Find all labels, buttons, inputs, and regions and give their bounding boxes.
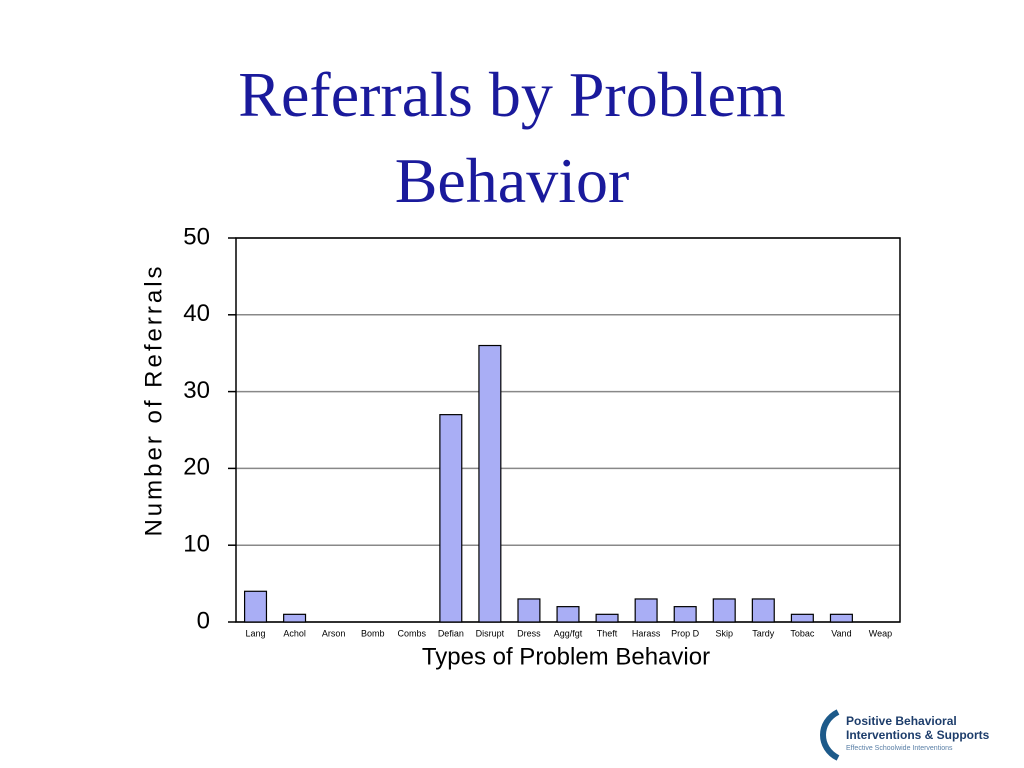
- bar: [517, 598, 541, 623]
- plot-frame: [235, 237, 901, 623]
- x-tick-label: Tobac: [790, 628, 815, 638]
- x-tick-label: Achol: [283, 628, 306, 638]
- x-tick-label: Disrupt: [476, 628, 505, 638]
- bar: [751, 598, 775, 623]
- y-tick-label: 30: [183, 377, 210, 404]
- x-tick-label: Theft: [597, 628, 618, 638]
- logo: Positive Behavioral Interventions & Supp…: [820, 709, 990, 761]
- x-tick-label: Bomb: [361, 628, 385, 638]
- x-tick-label: Vand: [831, 628, 851, 638]
- bar: [556, 606, 580, 623]
- x-tick-label: Skip: [715, 628, 733, 638]
- bar: [712, 598, 736, 623]
- logo-arc: [820, 709, 840, 761]
- logo-tagline: Effective Schoolwide Interventions: [846, 745, 953, 752]
- logo-line: Interventions & Supports: [846, 728, 990, 742]
- x-axis-label: Types of Problem Behavior: [422, 643, 710, 670]
- x-tick-label: Prop D: [671, 628, 700, 638]
- bar: [283, 613, 307, 623]
- y-axis-label: Number of Referrals: [140, 263, 167, 536]
- y-tick-label: 10: [183, 531, 210, 558]
- x-tick-label: Tardy: [752, 628, 775, 638]
- x-tick-label: Arson: [322, 628, 346, 638]
- x-tick-label: Dress: [517, 628, 541, 638]
- y-tick-label: 0: [197, 607, 210, 634]
- x-tick-label: Agg/fgt: [554, 628, 583, 638]
- bar: [790, 613, 814, 623]
- x-tick-label: Harass: [632, 628, 661, 638]
- bar: [829, 613, 853, 623]
- x-tick-label: Defian: [438, 628, 464, 638]
- bar: [673, 606, 697, 623]
- x-tick-label: Combs: [398, 628, 427, 638]
- x-tick-label: Weap: [869, 628, 892, 638]
- bar: [439, 414, 463, 623]
- bar: [595, 613, 619, 623]
- x-tick-label: Lang: [246, 628, 266, 638]
- bar: [478, 344, 502, 623]
- y-tick-label: 50: [183, 223, 210, 250]
- bar: [243, 590, 268, 623]
- y-tick-label: 40: [183, 300, 210, 327]
- logo-line: Positive Behavioral: [846, 714, 957, 728]
- bar: [634, 598, 658, 623]
- y-tick-label: 20: [183, 454, 210, 481]
- chart-title: Referrals by Problem Behavior: [238, 59, 786, 216]
